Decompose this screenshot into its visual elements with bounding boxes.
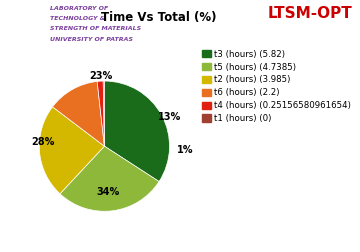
Wedge shape bbox=[60, 146, 159, 211]
Text: 23%: 23% bbox=[89, 71, 112, 81]
Wedge shape bbox=[97, 81, 104, 146]
Text: STRENGTH OF MATERIALS: STRENGTH OF MATERIALS bbox=[50, 26, 141, 32]
Text: TECHNOLOGY &: TECHNOLOGY & bbox=[50, 16, 105, 21]
Text: 1%: 1% bbox=[177, 145, 193, 155]
Text: 28%: 28% bbox=[31, 137, 55, 147]
Wedge shape bbox=[53, 81, 104, 146]
Text: UNIVERSITY OF PATRAS: UNIVERSITY OF PATRAS bbox=[50, 37, 134, 42]
Wedge shape bbox=[104, 81, 170, 181]
Text: LABORATORY OF: LABORATORY OF bbox=[50, 6, 109, 11]
Text: Time Vs Total (%): Time Vs Total (%) bbox=[101, 11, 216, 24]
Text: LTSM-OPT: LTSM-OPT bbox=[268, 6, 353, 21]
Wedge shape bbox=[103, 81, 104, 146]
Text: 34%: 34% bbox=[96, 187, 120, 197]
Wedge shape bbox=[39, 107, 104, 194]
Text: 13%: 13% bbox=[158, 112, 181, 122]
Legend: t3 (hours) (5.82), t5 (hours) (4.7385), t2 (hours) (3.985), t6 (hours) (2.2), t4: t3 (hours) (5.82), t5 (hours) (4.7385), … bbox=[202, 50, 351, 123]
